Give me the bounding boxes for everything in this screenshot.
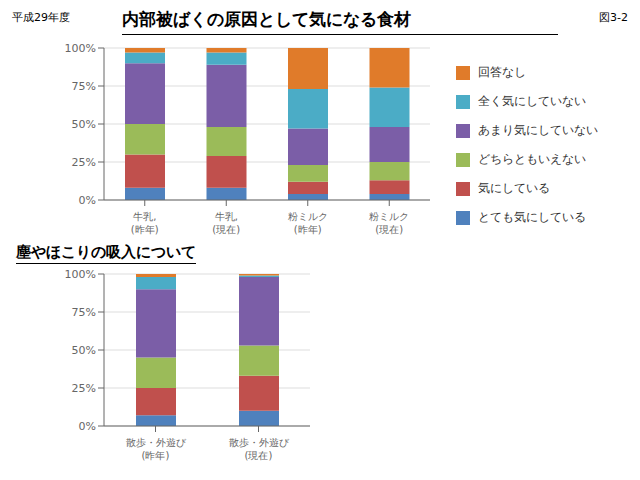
html-text:平成29年度: 平成29年度 (12, 11, 70, 24)
html-text:回答なし: 回答なし (478, 65, 526, 79)
svg-text:50%: 50% (72, 118, 96, 131)
svg-text:牛乳,(昨年): 牛乳,(昨年) (131, 211, 159, 235)
svg-text:粉ミルク(現在): 粉ミルク(現在) (369, 211, 409, 235)
html-text:全く気にしていない: 全く気にしていない (478, 94, 586, 108)
svg-text:0%: 0% (79, 420, 96, 433)
svg-text:25%: 25% (72, 382, 96, 395)
html-text:とても気にしている: とても気にしている (478, 210, 586, 224)
svg-text:100%: 100% (65, 268, 96, 281)
svg-text:散歩・外遊び(昨年): 散歩・外遊び(昨年) (126, 437, 187, 461)
svg-text:散歩・外遊び(現在): 散歩・外遊び(現在) (229, 437, 290, 461)
html-text:内部被ばくの原因として気になる食材: 内部被ばくの原因として気になる食材 (122, 9, 411, 29)
html-text:どちらともいえない: どちらともいえない (478, 152, 586, 166)
html-text:塵やほこりの吸入について: 塵やほこりの吸入について (16, 243, 196, 261)
html-text:あまり気にしていない: あまり気にしていない (478, 123, 598, 137)
svg-text:75%: 75% (72, 80, 96, 93)
svg-text:0%: 0% (79, 194, 96, 207)
svg-text:牛乳,(現在): 牛乳,(現在) (212, 211, 240, 235)
svg-text:50%: 50% (72, 344, 96, 357)
html-text:図3-2: 図3-2 (599, 11, 628, 24)
svg-text:25%: 25% (72, 156, 96, 169)
svg-text:75%: 75% (72, 306, 96, 319)
html-text:気にしている: 気にしている (478, 181, 550, 195)
svg-text:100%: 100% (65, 42, 96, 55)
svg-text:粉ミルク(昨年): 粉ミルク(昨年) (288, 211, 328, 235)
